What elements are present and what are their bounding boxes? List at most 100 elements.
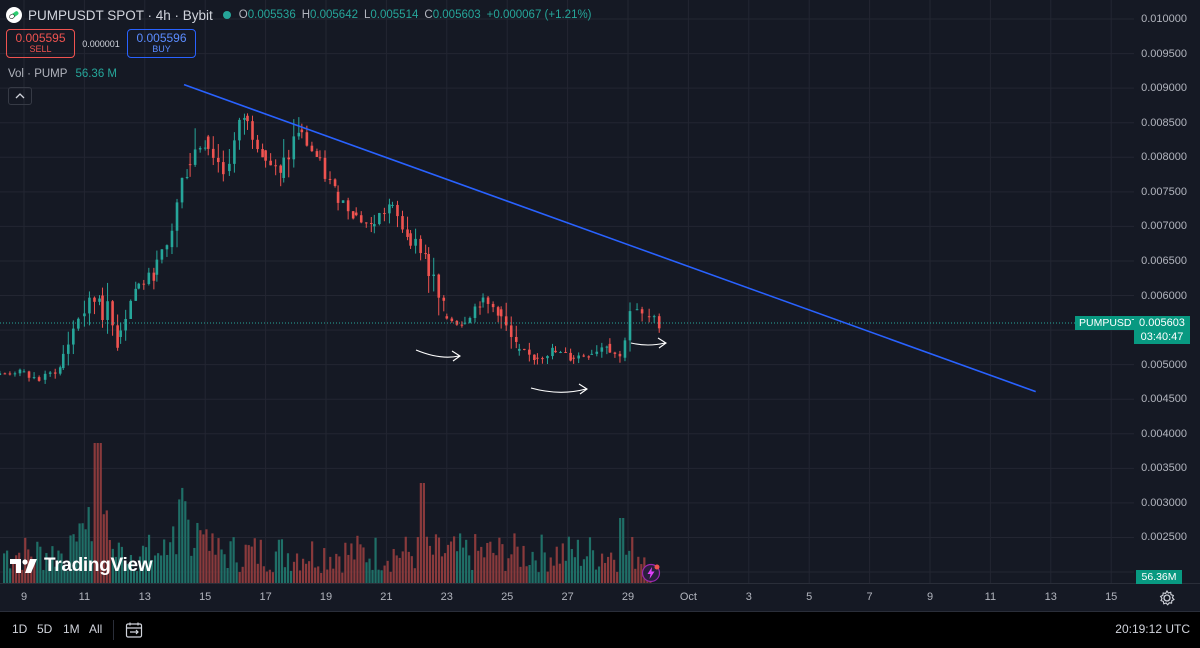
price-axis-label: 0.008500 xyxy=(1141,116,1187,129)
price-axis-label: 0.010000 xyxy=(1141,13,1187,25)
price-axis-label: 0.007000 xyxy=(1141,220,1187,233)
price-axis-label: 0.002500 xyxy=(1141,531,1187,544)
volume-bar xyxy=(486,542,489,583)
range-1m-button[interactable]: 1M xyxy=(63,622,80,636)
candle-body xyxy=(77,318,80,329)
candle-body xyxy=(18,369,22,374)
volume-bar xyxy=(603,562,607,583)
volume-bar xyxy=(169,542,172,583)
candle-body xyxy=(264,150,267,161)
volume-bar xyxy=(135,571,139,583)
candle-body xyxy=(43,373,47,380)
volume-bar xyxy=(489,541,492,583)
candle-body xyxy=(378,213,381,225)
volume-bar xyxy=(452,536,456,583)
volume-bar xyxy=(87,507,90,583)
volume-bar xyxy=(383,565,386,583)
volume-bar xyxy=(610,552,613,583)
candle-body xyxy=(269,160,272,166)
utc-clock[interactable]: 20:19:12 UTC xyxy=(1115,622,1190,636)
candle-body xyxy=(450,318,454,322)
volume-bar xyxy=(75,541,78,583)
time-axis-label: 5 xyxy=(806,591,813,603)
candle-body xyxy=(652,316,656,318)
high-value: 0.005642 xyxy=(310,9,358,21)
volume-bar xyxy=(483,557,486,583)
sell-button[interactable]: 0.005595 SELL xyxy=(6,29,75,58)
volume-bar xyxy=(6,550,9,583)
symbol-title[interactable]: PUMPUSDT SPOT · 4h · Bybit xyxy=(28,7,213,23)
candle-body xyxy=(427,254,430,277)
volume-bar xyxy=(311,541,314,583)
candle-body xyxy=(101,295,104,320)
candle-body xyxy=(111,301,114,326)
range-all-button[interactable]: All xyxy=(89,622,103,636)
volume-bar xyxy=(404,536,407,583)
volume-legend[interactable]: Vol · PUMP 56.36 M xyxy=(8,68,117,80)
candle-body xyxy=(605,346,609,348)
time-axis-label: 17 xyxy=(259,591,272,603)
candle-body xyxy=(341,200,345,203)
volume-bar xyxy=(96,443,99,583)
buy-button[interactable]: 0.005596 BUY xyxy=(127,29,196,58)
candle-body xyxy=(523,348,526,350)
candle-body xyxy=(8,373,12,375)
volume-bar xyxy=(619,518,622,583)
candle-body xyxy=(251,121,254,140)
range-1d-button[interactable]: 1D xyxy=(12,622,28,636)
price-axis-label: 0.003500 xyxy=(1141,462,1187,475)
sell-label: SELL xyxy=(29,44,52,55)
volume-bar xyxy=(256,563,259,583)
volume-bar xyxy=(407,551,410,583)
volume-bar xyxy=(3,553,6,583)
candle-body xyxy=(546,356,549,359)
volume-bar xyxy=(314,567,317,583)
volume-bar xyxy=(250,546,253,583)
volume-bar xyxy=(501,544,504,583)
market-open-indicator xyxy=(222,11,231,19)
volume-bar xyxy=(613,559,616,583)
volume-bar xyxy=(120,546,123,583)
candle-body xyxy=(206,136,210,149)
volume-bar xyxy=(579,565,583,583)
volume-bar xyxy=(78,523,81,583)
axis-settings-button[interactable] xyxy=(1158,589,1176,607)
bar-countdown: 03:40:47 xyxy=(1140,331,1184,343)
volume-bar xyxy=(301,558,305,583)
go-to-date-button[interactable] xyxy=(125,621,143,639)
volume-bar xyxy=(365,562,368,583)
open-label: O xyxy=(238,9,248,21)
collapse-legend-button[interactable] xyxy=(8,87,32,105)
range-5d-button[interactable]: 5D xyxy=(37,622,53,636)
volume-bar xyxy=(440,556,444,583)
candle-body xyxy=(432,274,436,277)
volume-bar xyxy=(283,567,287,583)
volume-bar xyxy=(332,568,335,583)
replay-button[interactable] xyxy=(641,563,661,583)
volume-bar xyxy=(347,554,350,583)
candle-body xyxy=(282,157,286,178)
volume-bar xyxy=(190,555,193,583)
volume-bar xyxy=(126,564,130,583)
candle-body xyxy=(180,177,184,203)
price-chart[interactable] xyxy=(0,0,1200,611)
volume-legend-label: Vol · PUMP xyxy=(8,68,68,80)
volume-bar xyxy=(392,548,395,583)
candle-body xyxy=(152,272,156,281)
volume-bar xyxy=(202,534,205,583)
candle-body xyxy=(587,356,591,358)
candle-body xyxy=(460,324,464,326)
candle-body xyxy=(3,373,7,375)
buy-label: BUY xyxy=(152,44,171,55)
candle-body xyxy=(0,373,2,375)
candle-body xyxy=(496,307,500,316)
candle-body xyxy=(572,357,575,359)
volume-bar xyxy=(181,487,184,583)
low-value: 0.005514 xyxy=(370,9,419,21)
candle-body xyxy=(383,213,386,215)
volume-bar xyxy=(147,534,151,583)
volume-bar xyxy=(628,550,631,583)
volume-bar xyxy=(214,554,217,583)
candle-body xyxy=(388,204,391,214)
